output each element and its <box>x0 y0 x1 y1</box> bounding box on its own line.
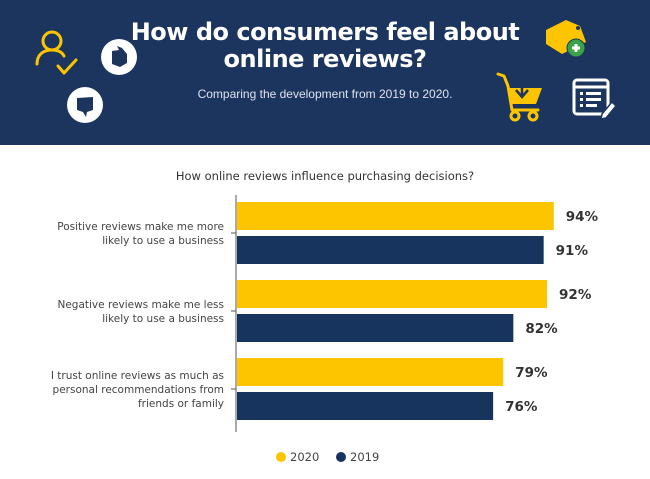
shopping-cart-icon <box>496 70 542 122</box>
legend-label: 2020 <box>290 450 319 464</box>
bar-2019 <box>237 392 494 420</box>
category-label: likely to use a business <box>102 313 224 325</box>
user-check-icon <box>35 30 78 75</box>
legend-label: 2019 <box>350 450 379 464</box>
legend-marker-2019 <box>336 452 346 462</box>
thumbs-down-icon <box>67 87 103 123</box>
bar-2020 <box>237 280 548 308</box>
category-label: Positive reviews make me more <box>57 221 224 233</box>
bar-2019 <box>237 236 544 264</box>
page-subtitle: Comparing the development from 2019 to 2… <box>197 87 453 101</box>
category-label: Negative reviews make me less <box>57 299 224 311</box>
title-line-2: online reviews? <box>223 45 427 73</box>
price-tag-add-icon <box>546 20 586 58</box>
category-label: I trust online reviews as much as <box>51 370 224 382</box>
checklist-edit-icon <box>572 78 618 120</box>
chart-title: How online reviews influence purchasing … <box>175 169 475 183</box>
category-label: personal recommendations from <box>53 384 224 396</box>
data-label: 82% <box>525 321 558 337</box>
header-banner <box>0 0 650 145</box>
bar-2020 <box>237 358 504 386</box>
bar-2020 <box>237 202 554 230</box>
data-label: 94% <box>566 209 599 225</box>
thumbs-up-icon <box>101 39 137 75</box>
category-label: likely to use a business <box>102 235 224 247</box>
data-label: 79% <box>515 365 548 381</box>
data-label: 76% <box>505 399 538 415</box>
page-title: How do consumers feel about online revie… <box>0 19 650 73</box>
data-label: 91% <box>556 243 589 259</box>
category-label: friends or family <box>138 398 224 410</box>
legend-marker-2020 <box>276 452 286 462</box>
bar-2019 <box>237 314 514 342</box>
title-line-1: How do consumers feel about <box>130 18 520 46</box>
data-label: 92% <box>559 287 592 303</box>
